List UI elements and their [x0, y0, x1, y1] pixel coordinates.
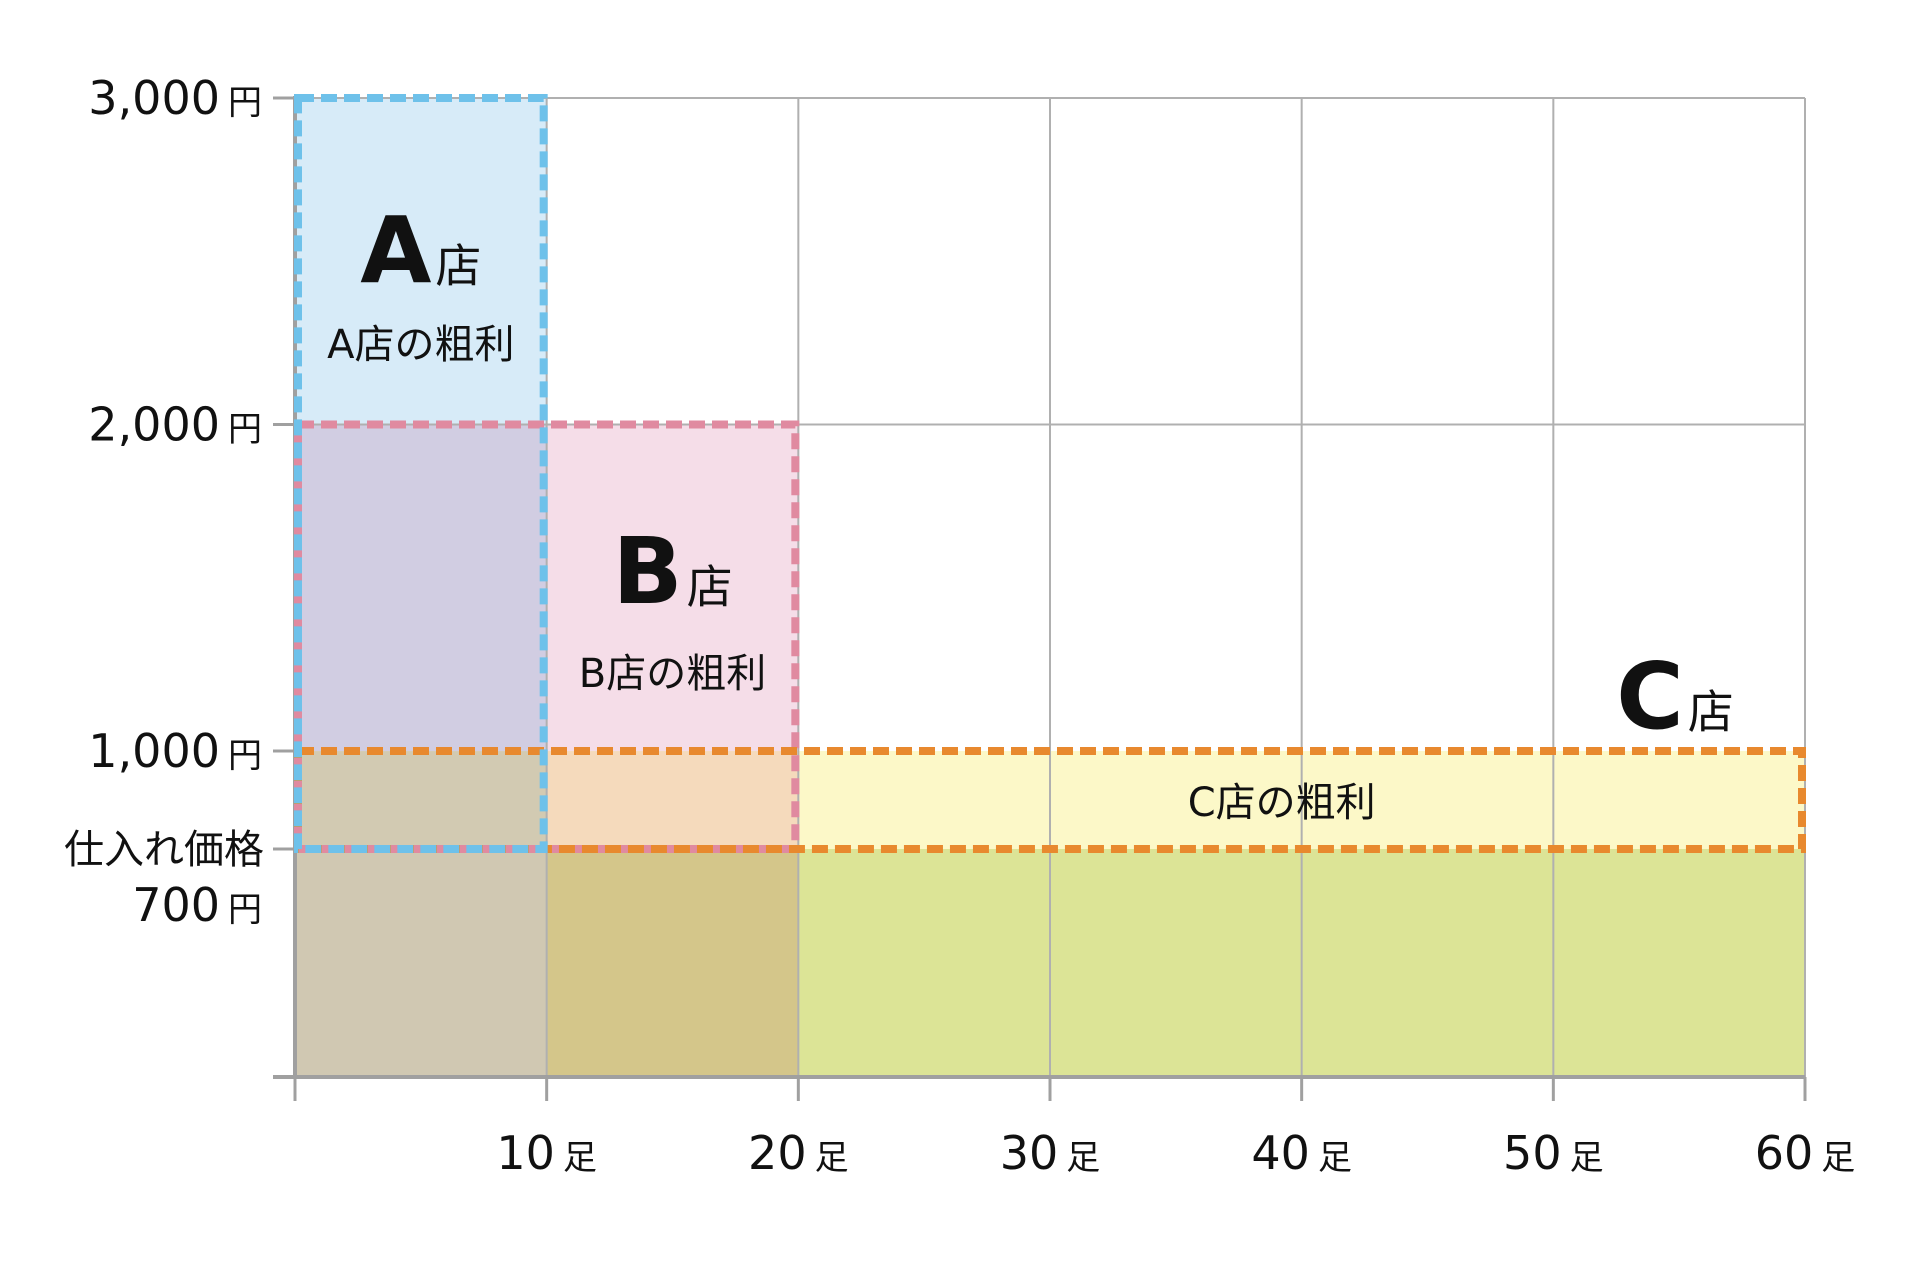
store-suffix: 店	[1688, 685, 1734, 739]
x-tick-label-2: 30 足	[1000, 1126, 1101, 1180]
regions	[295, 98, 1805, 1077]
x-tick-unit: 足	[1318, 1138, 1352, 1178]
store-outlines	[294, 94, 1806, 853]
y-tick-unit: 円	[228, 410, 262, 450]
y-tick-num: 3,000	[88, 71, 220, 125]
profit-label-b: B店の粗利	[579, 651, 766, 697]
outline-store-a	[294, 94, 548, 853]
x-tick-num: 50	[1503, 1126, 1562, 1180]
store-label-b: B店	[612, 518, 732, 625]
profit-label-a: A店の粗利	[327, 322, 514, 368]
x-tick-unit: 足	[1066, 1138, 1100, 1178]
x-tick-label-0: 10 足	[496, 1126, 597, 1180]
y-tick-unit: 円	[228, 83, 262, 123]
cost-caption: 仕入れ価格	[64, 827, 264, 873]
profit-region-abc-overlap	[295, 751, 547, 849]
store-letter: A	[360, 197, 431, 304]
store-letter: B	[612, 518, 682, 625]
y-tick-label-1: 2,000 円	[88, 398, 262, 452]
store-letter: C	[1616, 643, 1684, 750]
cost-region-b	[546, 849, 799, 1077]
labels: 10 足 20 足 30 足 40 足 50 足 60 足3,000 円2,000 円1,000 円仕入れ価…	[64, 71, 1855, 1180]
x-tick-num: 40	[1251, 1126, 1310, 1180]
x-tick-num: 60	[1755, 1126, 1814, 1180]
x-tick-unit: 足	[1570, 1138, 1604, 1178]
cost-value-unit: 円	[228, 890, 262, 930]
x-tick-num: 30	[1000, 1126, 1059, 1180]
x-tick-label-5: 60 足	[1755, 1126, 1856, 1180]
profit-region-a	[295, 98, 547, 425]
x-tick-unit: 足	[815, 1138, 849, 1178]
profit-region-ab-overlap	[295, 424, 547, 752]
profit-region-bc-overlap	[546, 751, 799, 849]
x-tick-label-3: 40 足	[1251, 1126, 1352, 1180]
x-tick-num: 10	[496, 1126, 555, 1180]
y-tick-label-0: 3,000 円	[88, 71, 262, 125]
store-suffix: 店	[435, 239, 481, 293]
cost-region-a	[295, 849, 547, 1077]
y-tick-num: 2,000	[88, 398, 220, 452]
x-tick-num: 20	[748, 1126, 807, 1180]
x-tick-label-4: 50 足	[1503, 1126, 1604, 1180]
x-tick-unit: 足	[563, 1138, 597, 1178]
store-label-c: C店	[1616, 643, 1734, 750]
profit-label-c: C店の粗利	[1188, 780, 1376, 826]
x-tick-unit: 足	[1821, 1138, 1855, 1178]
y-tick-num: 1,000	[88, 724, 220, 778]
cost-value-num: 700	[132, 878, 220, 932]
store-label-a: A店	[360, 197, 481, 304]
store-suffix: 店	[687, 560, 733, 614]
y-tick-label-2: 1,000 円	[88, 724, 262, 778]
x-tick-label-1: 20 足	[748, 1126, 849, 1180]
cost-value-label: 700 円	[132, 878, 262, 932]
profit-region-b	[546, 424, 799, 752]
y-tick-unit: 円	[228, 736, 262, 776]
